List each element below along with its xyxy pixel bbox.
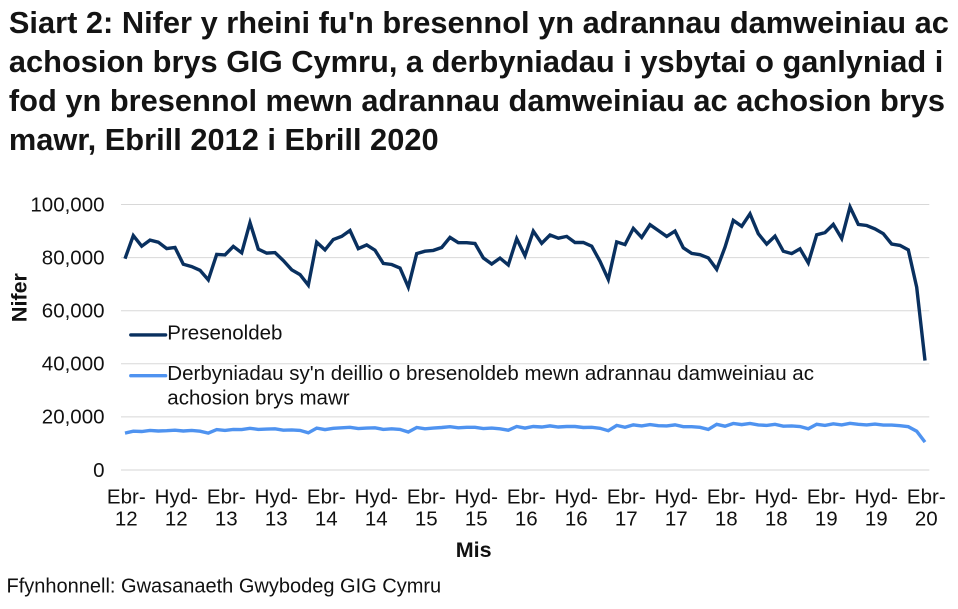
svg-text:40,000: 40,000 (42, 353, 105, 376)
svg-text:Hyd-: Hyd- (755, 485, 798, 508)
svg-text:Hyd-: Hyd- (655, 485, 698, 508)
svg-text:Presenoldeb: Presenoldeb (167, 321, 282, 344)
svg-text:19: 19 (815, 508, 838, 531)
svg-text:Ebr-: Ebr- (607, 485, 646, 508)
svg-text:80,000: 80,000 (42, 246, 105, 269)
svg-text:Derbyniadau sy'n deillio o bre: Derbyniadau sy'n deillio o bresenoldeb m… (167, 362, 814, 385)
svg-text:mawr, Ebrill 2012 i Ebrill 202: mawr, Ebrill 2012 i Ebrill 2020 (9, 122, 439, 157)
svg-text:12: 12 (165, 508, 188, 531)
svg-text:Hyd-: Hyd- (555, 485, 598, 508)
svg-text:fod yn bresennol mewn adrannau: fod yn bresennol mewn adrannau damweinia… (9, 83, 945, 118)
svg-text:Ebr-: Ebr- (307, 485, 346, 508)
svg-text:15: 15 (465, 508, 488, 531)
svg-text:Hyd-: Hyd- (855, 485, 898, 508)
svg-text:Ffynhonnell: Gwasanaeth Gwybod: Ffynhonnell: Gwasanaeth Gwybodeg GIG Cym… (7, 576, 442, 598)
svg-text:17: 17 (615, 508, 638, 531)
svg-text:20,000: 20,000 (42, 406, 105, 429)
svg-text:Ebr-: Ebr- (107, 485, 146, 508)
svg-text:12: 12 (115, 508, 138, 531)
svg-text:Ebr-: Ebr- (807, 485, 846, 508)
svg-text:13: 13 (215, 508, 238, 531)
svg-text:achosion brys mawr: achosion brys mawr (167, 387, 349, 410)
svg-text:Ebr-: Ebr- (907, 485, 946, 508)
svg-text:0: 0 (93, 459, 104, 482)
svg-text:18: 18 (715, 508, 738, 531)
svg-text:Ebr-: Ebr- (507, 485, 546, 508)
svg-text:Hyd-: Hyd- (155, 485, 198, 508)
svg-text:14: 14 (365, 508, 388, 531)
svg-text:16: 16 (515, 508, 538, 531)
svg-text:Nifer: Nifer (7, 272, 31, 322)
svg-text:Ebr-: Ebr- (707, 485, 746, 508)
svg-text:15: 15 (415, 508, 438, 531)
svg-text:Hyd-: Hyd- (455, 485, 498, 508)
svg-text:60,000: 60,000 (42, 300, 105, 323)
svg-text:Ebr-: Ebr- (207, 485, 246, 508)
svg-text:100,000: 100,000 (30, 193, 104, 216)
svg-text:Mis: Mis (456, 538, 492, 562)
svg-text:18: 18 (765, 508, 788, 531)
svg-text:achosion brys GIG Cymru, a der: achosion brys GIG Cymru, a derbyniadau i… (9, 44, 943, 79)
svg-text:20: 20 (915, 508, 938, 531)
svg-text:19: 19 (865, 508, 888, 531)
svg-text:Ebr-: Ebr- (407, 485, 446, 508)
svg-text:16: 16 (565, 508, 588, 531)
svg-text:Hyd-: Hyd- (355, 485, 398, 508)
svg-text:Siart 2: Nifer y rheini fu'n b: Siart 2: Nifer y rheini fu'n bresennol y… (9, 5, 949, 40)
svg-text:Hyd-: Hyd- (255, 485, 298, 508)
svg-text:17: 17 (665, 508, 688, 531)
svg-text:14: 14 (315, 508, 338, 531)
svg-text:13: 13 (265, 508, 288, 531)
